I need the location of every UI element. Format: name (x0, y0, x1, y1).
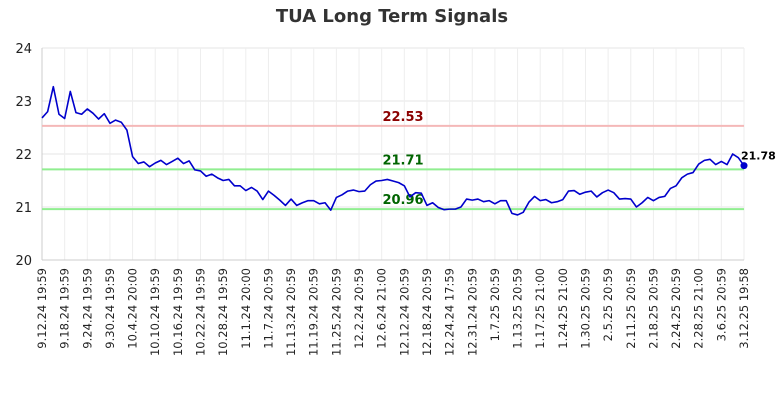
x-tick-label: 1.17.25 21:00 (533, 268, 547, 349)
x-tick-label: 12.12.24 20:59 (397, 268, 411, 356)
x-tick-label: 10.22.24 19:59 (194, 268, 208, 356)
x-tick-label: 10.28.24 19:59 (216, 268, 230, 356)
x-tick-label: 10.16.24 19:59 (171, 268, 185, 356)
last-value-label: 21.78 (741, 150, 776, 163)
x-tick-label: 1.30.25 20:59 (578, 268, 592, 349)
y-tick-label: 21 (15, 201, 32, 216)
x-tick-label: 12.31.24 20:59 (465, 268, 479, 356)
x-tick-label: 12.18.24 20:59 (420, 268, 434, 356)
y-tick-label: 24 (15, 42, 32, 57)
x-tick-label: 11.13.24 20:59 (284, 268, 298, 356)
price-line (41, 85, 745, 216)
x-tick-label: 10.4.24 20:00 (126, 268, 140, 349)
x-tick-label: 3.6.25 20:59 (714, 268, 728, 341)
x-tick-label: 11.7.24 20:59 (261, 268, 275, 349)
chart-title: TUA Long Term Signals (275, 6, 509, 27)
x-tick-label: 1.13.25 20:59 (511, 268, 525, 349)
last-point-marker (740, 162, 748, 170)
x-tick-label: 3.12.25 19:58 (737, 268, 751, 349)
x-tick-label: 12.24.24 17:59 (443, 268, 457, 356)
x-tick-label: 2.5.25 20:59 (601, 268, 615, 341)
x-tick-label: 11.19.24 20:59 (307, 268, 321, 356)
x-tick-label: 12.6.24 21:00 (375, 268, 389, 349)
x-tick-label: 2.11.25 20:59 (624, 268, 638, 349)
x-tick-label: 9.30.24 19:59 (103, 268, 117, 349)
x-tick-label: 2.24.25 20:59 (669, 268, 683, 349)
x-tick-label: 11.1.24 20:00 (239, 268, 253, 349)
x-tick-label: 1.7.25 20:59 (488, 268, 502, 341)
reference-line-label: 22.53 (382, 110, 423, 125)
x-tick-label: 2.18.25 20:59 (646, 268, 660, 349)
x-tick-label: 1.24.25 21:00 (556, 268, 570, 349)
x-tick-label: 2.28.25 21:00 (692, 268, 706, 349)
y-tick-label: 22 (15, 148, 32, 163)
x-tick-label: 11.25.24 20:59 (329, 268, 343, 356)
x-tick-label: 10.10.24 19:59 (148, 268, 162, 356)
y-tick-label: 20 (15, 254, 32, 269)
reference-line-label: 21.71 (382, 153, 423, 168)
x-tick-label: 9.18.24 19:59 (58, 268, 72, 349)
x-tick-label: 9.12.24 19:59 (35, 268, 49, 349)
y-tick-label: 23 (15, 95, 32, 110)
x-tick-label: 12.2.24 20:59 (352, 268, 366, 349)
x-tick-label: 9.24.24 19:59 (80, 268, 94, 349)
reference-line-label: 20.96 (382, 193, 423, 208)
